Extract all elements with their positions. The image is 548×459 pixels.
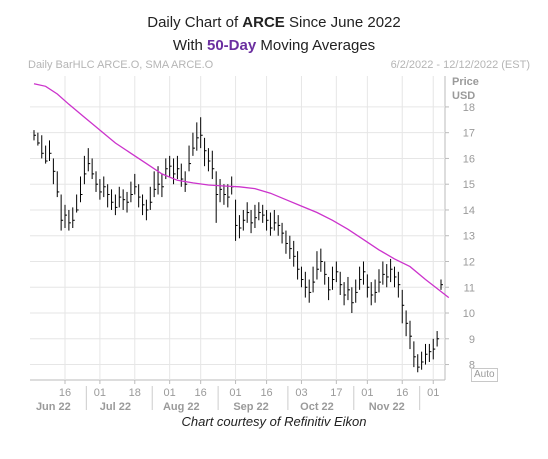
x-tick-label: 16 bbox=[195, 387, 207, 399]
sma-period-label: 50-Day bbox=[207, 37, 257, 54]
y-tick-label: 16 bbox=[463, 153, 475, 165]
y-tick-label: 10 bbox=[463, 308, 475, 320]
y-tick-label: 14 bbox=[463, 205, 475, 217]
auto-scale-button[interactable]: Auto bbox=[471, 368, 498, 382]
chart-date-range: 6/2/2022 - 12/12/2022 (EST) bbox=[390, 59, 530, 71]
x-month-label: Jun 22 bbox=[36, 401, 71, 413]
title-prefix: Daily Chart of bbox=[147, 14, 243, 31]
x-month-label: Sep 22 bbox=[233, 401, 268, 413]
x-tick-label: 16 bbox=[396, 387, 408, 399]
x-tick-label: 01 bbox=[229, 387, 241, 399]
y-axis-label-price: Price bbox=[452, 76, 479, 88]
x-tick-label: 01 bbox=[427, 387, 439, 399]
title2-prefix: With bbox=[172, 37, 207, 54]
x-tick-label: 18 bbox=[129, 387, 141, 399]
x-tick-label: 01 bbox=[361, 387, 373, 399]
title-suffix: Since June 2022 bbox=[284, 14, 401, 31]
y-tick-label: 17 bbox=[463, 128, 475, 140]
x-tick-label: 16 bbox=[260, 387, 272, 399]
y-tick-label: 9 bbox=[469, 334, 475, 346]
y-tick-label: 13 bbox=[463, 231, 475, 243]
x-month-label: Nov 22 bbox=[369, 401, 405, 413]
title2-suffix: Moving Averages bbox=[256, 37, 376, 54]
x-month-label: Aug 22 bbox=[163, 401, 200, 413]
x-tick-label: 01 bbox=[164, 387, 176, 399]
y-axis-label-currency: USD bbox=[452, 90, 475, 102]
y-tick-label: 12 bbox=[463, 256, 475, 268]
y-tick-label: 11 bbox=[464, 282, 475, 294]
chart-credit: Chart courtesy of Refinitiv Eikon bbox=[181, 414, 367, 429]
chart-title-line1: Daily Chart of ARCE Since June 2022 bbox=[0, 14, 548, 31]
x-month-label: Oct 22 bbox=[300, 401, 334, 413]
x-month-label: Jul 22 bbox=[100, 401, 131, 413]
y-tick-label: 18 bbox=[463, 102, 475, 114]
ticker-symbol: ARCE bbox=[242, 14, 285, 31]
x-tick-label: 01 bbox=[94, 387, 106, 399]
x-tick-label: 16 bbox=[59, 387, 71, 399]
x-tick-label: 03 bbox=[295, 387, 307, 399]
chart-title-line2: With 50-Day Moving Averages bbox=[0, 37, 548, 54]
sma-50-line bbox=[33, 83, 450, 299]
chart-series-legend: Daily BarHLC ARCE.O, SMA ARCE.O bbox=[28, 59, 214, 71]
y-tick-label: 15 bbox=[463, 179, 475, 191]
x-tick-label: 17 bbox=[330, 387, 342, 399]
y-tick-label: 8 bbox=[469, 360, 475, 372]
